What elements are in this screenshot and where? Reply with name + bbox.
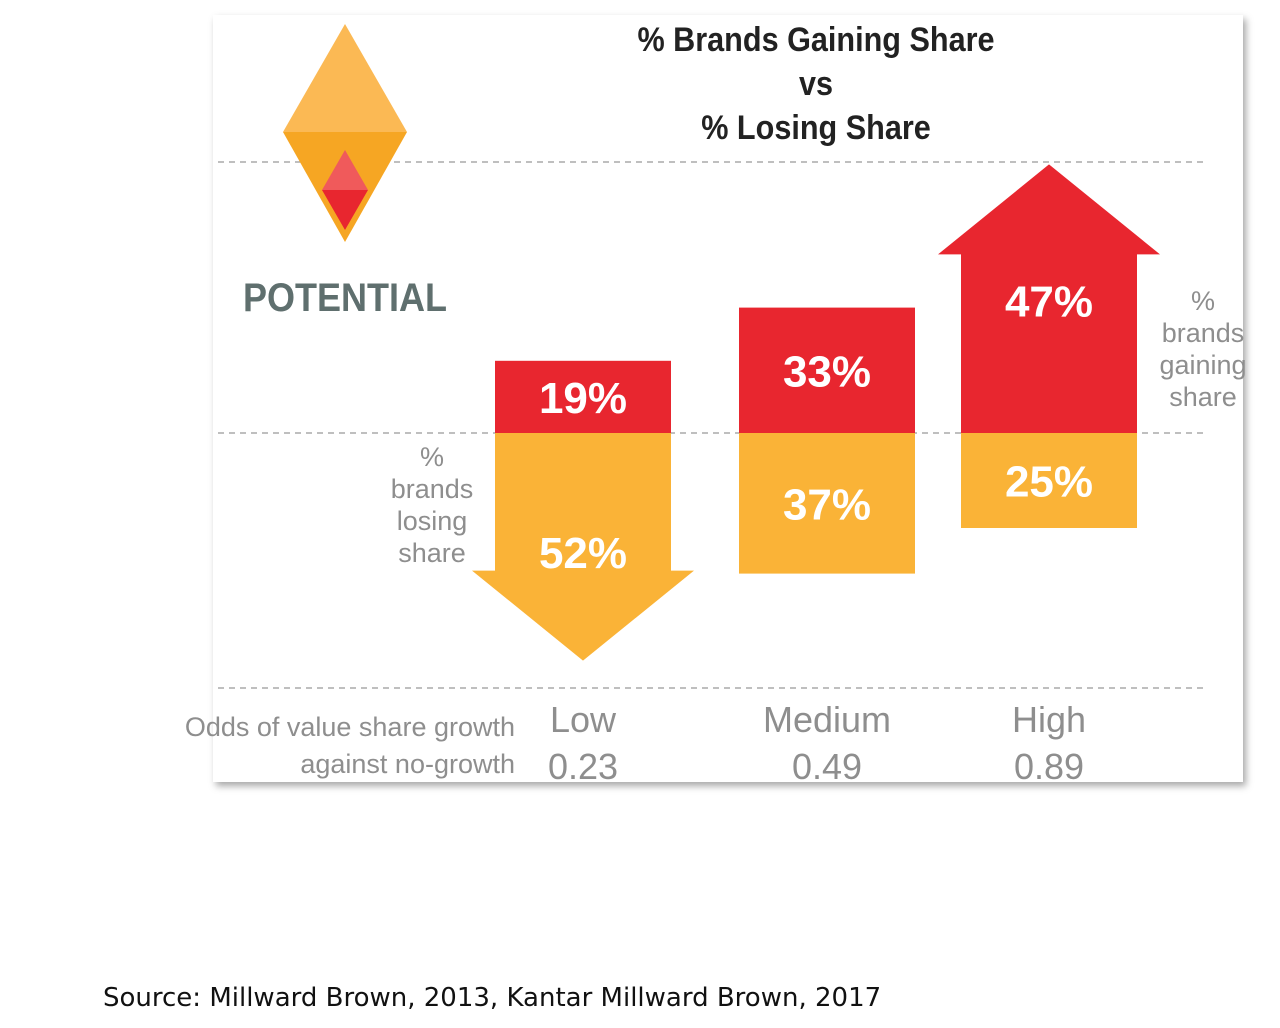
gain-bar-medium bbox=[739, 307, 915, 433]
lose-bar-medium bbox=[739, 433, 915, 574]
lose-value-label: 52% bbox=[539, 529, 627, 578]
odds-value: 0.89 bbox=[1014, 746, 1084, 787]
gain-series-label-line: gaining bbox=[1159, 350, 1246, 380]
odds-value: 0.23 bbox=[548, 746, 618, 787]
potential-emblem bbox=[283, 24, 407, 242]
category-label: Low bbox=[550, 699, 617, 740]
gain-bar-low bbox=[495, 360, 671, 433]
gain-value-label: 47% bbox=[1005, 277, 1093, 326]
gain-series-label-line: share bbox=[1169, 382, 1237, 412]
title-line-3: % Losing Share bbox=[701, 109, 931, 147]
emblem-inner-bottom bbox=[322, 190, 368, 230]
gain-arrow-high bbox=[938, 164, 1160, 433]
chart-title: % Brands Gaining Share vs % Losing Share bbox=[604, 18, 1029, 150]
title-line-2: vs bbox=[798, 65, 834, 103]
lose-value-label: 25% bbox=[1005, 458, 1093, 507]
gain-series-label-line: % bbox=[1191, 286, 1215, 316]
lose-series-label-line: % bbox=[420, 442, 444, 472]
lose-arrow-low bbox=[472, 433, 694, 661]
source-note: Source: Millward Brown, 2013, Kantar Mil… bbox=[103, 983, 882, 1013]
lose-series-label-line: brands bbox=[391, 474, 474, 504]
emblem-inner-top bbox=[322, 150, 368, 190]
lose-series-label-line: share bbox=[398, 538, 466, 568]
lose-series-label-line: losing bbox=[397, 506, 468, 536]
lose-value-label: 37% bbox=[783, 480, 871, 529]
lose-bar-high bbox=[961, 433, 1137, 528]
odds-axis-label-line: Odds of value share growth bbox=[185, 712, 515, 742]
category-label: Medium bbox=[763, 699, 891, 740]
odds-axis-label-line: against no-growth bbox=[300, 749, 515, 779]
potential-label: POTENTIAL bbox=[243, 276, 447, 320]
title-line-1: % Brands Gaining Share bbox=[637, 21, 995, 59]
emblem-top bbox=[283, 24, 407, 132]
category-label: High bbox=[1012, 699, 1086, 740]
odds-value: 0.49 bbox=[792, 746, 862, 787]
gain-series-label-line: brands bbox=[1162, 318, 1245, 348]
gain-value-label: 33% bbox=[783, 347, 871, 396]
gain-value-label: 19% bbox=[539, 374, 627, 423]
